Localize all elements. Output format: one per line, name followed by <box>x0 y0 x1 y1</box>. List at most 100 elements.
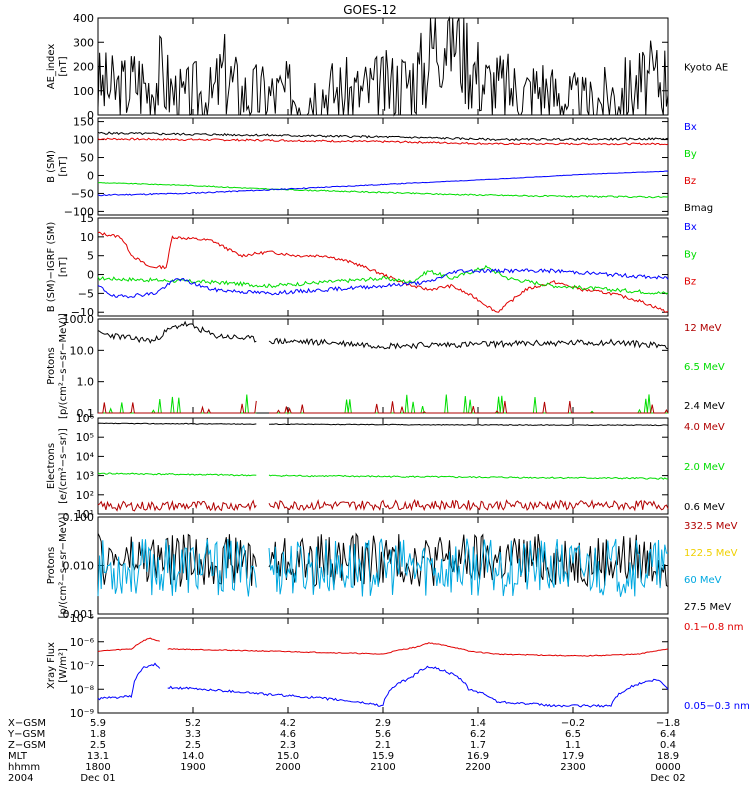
y-tick-label: 0 <box>87 169 94 182</box>
series-line-cyan <box>97 538 669 597</box>
x-row-value: Dec 02 <box>650 773 685 784</box>
legend-entry: 27.5 MeV <box>684 602 731 613</box>
y-axis-label: [e/(cm²−s−sr)] <box>58 428 69 504</box>
x-row-value: 2300 <box>560 762 585 773</box>
y-tick-label: 0.001 <box>63 608 95 621</box>
legend-entry: 60 MeV <box>684 575 722 586</box>
x-row-value: 0.4 <box>660 740 676 751</box>
series-line-darkred <box>97 498 669 512</box>
y-tick-label: 0.010 <box>63 560 95 573</box>
panel-frame <box>97 217 669 317</box>
panel-4: 100.0 10.0 1.0 0.1 Protons [p/(cm²−s−sr−MeV)]… <box>46 313 725 420</box>
y-tick-label: 10⁻⁸ <box>70 683 95 696</box>
y-tick-label: 10⁻⁵ <box>70 612 94 625</box>
y-tick-label: 10.0 <box>70 344 95 357</box>
x-row-value: Dec 01 <box>80 773 115 784</box>
x-row-value: 15.9 <box>372 751 394 762</box>
y-axis-label: B (SM)−IGRF (SM) <box>46 222 57 313</box>
y-tick-label: 300 <box>73 36 94 49</box>
y-axis-label: [nT] <box>58 257 69 277</box>
y-tick-label: −10 <box>71 306 94 319</box>
series-line-black <box>97 16 669 117</box>
y-tick-label: 10⁻⁶ <box>70 636 95 649</box>
legend-entry: 2.0 MeV <box>684 462 725 473</box>
y-tick-label: −5 <box>78 287 94 300</box>
x-row-value: 17.9 <box>562 751 584 762</box>
legend-entry: 122.5 MeV <box>684 548 738 559</box>
panel-7: 10⁻⁵ 10⁻⁶ 10⁻⁷ 10⁻⁸ 10⁻⁹ Xray Flux [W/m²] 0.1−0… <box>46 612 750 720</box>
y-tick-label: 1.0 <box>77 376 95 389</box>
y-tick-label: 10³ <box>76 470 94 483</box>
y-tick-label: 400 <box>73 12 94 25</box>
series-line-blue <box>97 268 669 299</box>
y-tick-label: 15 <box>80 212 94 225</box>
y-tick-label: 0 <box>87 269 94 282</box>
x-row-value: 6.5 <box>565 729 581 740</box>
panel-frame <box>97 417 669 515</box>
panel-2: 150 100 50 0 −50 −100 B (SM) [nT] Bx By Bz Bmag <box>46 116 713 219</box>
figure-title: GOES-12 <box>343 3 397 17</box>
x-row-value: 15.0 <box>277 751 299 762</box>
y-tick-label: 10⁴ <box>76 450 95 463</box>
x-row-label: Y−GSM <box>7 729 45 740</box>
series-line-green <box>97 472 668 480</box>
y-tick-label: 0 <box>87 109 94 122</box>
legend-entry: Bx <box>684 122 697 133</box>
legend-entry: 0.1−0.8 nm <box>684 622 743 633</box>
x-row-label: 2004 <box>8 773 33 784</box>
y-tick-label: 0.1 <box>77 407 95 420</box>
series-line-green <box>97 264 669 295</box>
x-row-value: 1.8 <box>90 729 106 740</box>
y-tick-label: 50 <box>80 152 94 165</box>
x-row-value: 5.2 <box>185 718 201 729</box>
x-row-value: 1900 <box>180 762 205 773</box>
y-tick-label: 5 <box>87 250 94 263</box>
x-row-value: 2.5 <box>90 740 106 751</box>
y-tick-label: −100 <box>64 205 94 218</box>
y-tick-label: 10⁵ <box>76 431 94 444</box>
x-row-value: 3.3 <box>185 729 201 740</box>
panel-frame <box>97 318 669 414</box>
legend-entry: Bz <box>684 277 696 288</box>
y-axis-label: [p/(cm²−s−sr−MeV)] <box>58 313 69 419</box>
x-row-label: hhmm <box>8 762 40 773</box>
x-row-value: −0.2 <box>561 718 585 729</box>
x-row-label: Z−GSM <box>8 740 46 751</box>
x-row-value: 2000 <box>275 762 300 773</box>
panel-5: 10⁶ 10⁵ 10⁴ 10³ 10² 10¹ Electrons [e/(cm²−s−sr)… <box>46 412 725 521</box>
legend-entry: By <box>684 249 697 260</box>
x-row-value: 2100 <box>370 762 395 773</box>
y-tick-label: 10 <box>80 231 94 244</box>
legend-entry: Bx <box>684 222 697 233</box>
series-line-black <box>97 320 669 350</box>
panel-frame <box>97 617 669 714</box>
legend-entry: 2.4 MeV <box>684 401 725 412</box>
y-axis-label: B (SM) <box>46 150 57 183</box>
series-line-green <box>97 182 669 199</box>
x-row-label: X−GSM <box>8 718 46 729</box>
panel-frame <box>97 117 669 216</box>
x-row-value: 2200 <box>465 762 490 773</box>
x-axis-table: X−GSM 5.9 5.2 4.2 2.9 1.4 −0.2 −1.8 Y−GSM 1.8 3.3 4… <box>7 718 686 784</box>
x-row-value: 2.9 <box>375 718 391 729</box>
x-row-value: 4.6 <box>280 729 296 740</box>
y-tick-label: 100 <box>73 134 94 147</box>
x-row-label: MLT <box>8 751 28 762</box>
series-line-black <box>97 422 669 427</box>
x-row-value: 2.3 <box>280 740 296 751</box>
x-row-value: 14.0 <box>182 751 204 762</box>
x-row-value: 6.4 <box>660 729 676 740</box>
y-axis-label: Xray Flux <box>46 642 57 689</box>
legend-entry: Kyoto AE <box>684 63 728 74</box>
x-row-value: 1.7 <box>470 740 486 751</box>
y-tick-label: 10⁻⁷ <box>70 660 94 673</box>
y-axis-label: [p/(cm²−s−sr−MeV)] <box>58 512 69 618</box>
x-row-value: 6.2 <box>470 729 486 740</box>
y-tick-label: 200 <box>73 61 94 74</box>
legend-entry: By <box>684 149 697 160</box>
x-row-value: 5.9 <box>90 718 106 729</box>
legend-entry: Bz <box>684 176 696 187</box>
y-tick-label: −50 <box>71 187 94 200</box>
legend-entry: 332.5 MeV <box>684 521 738 532</box>
